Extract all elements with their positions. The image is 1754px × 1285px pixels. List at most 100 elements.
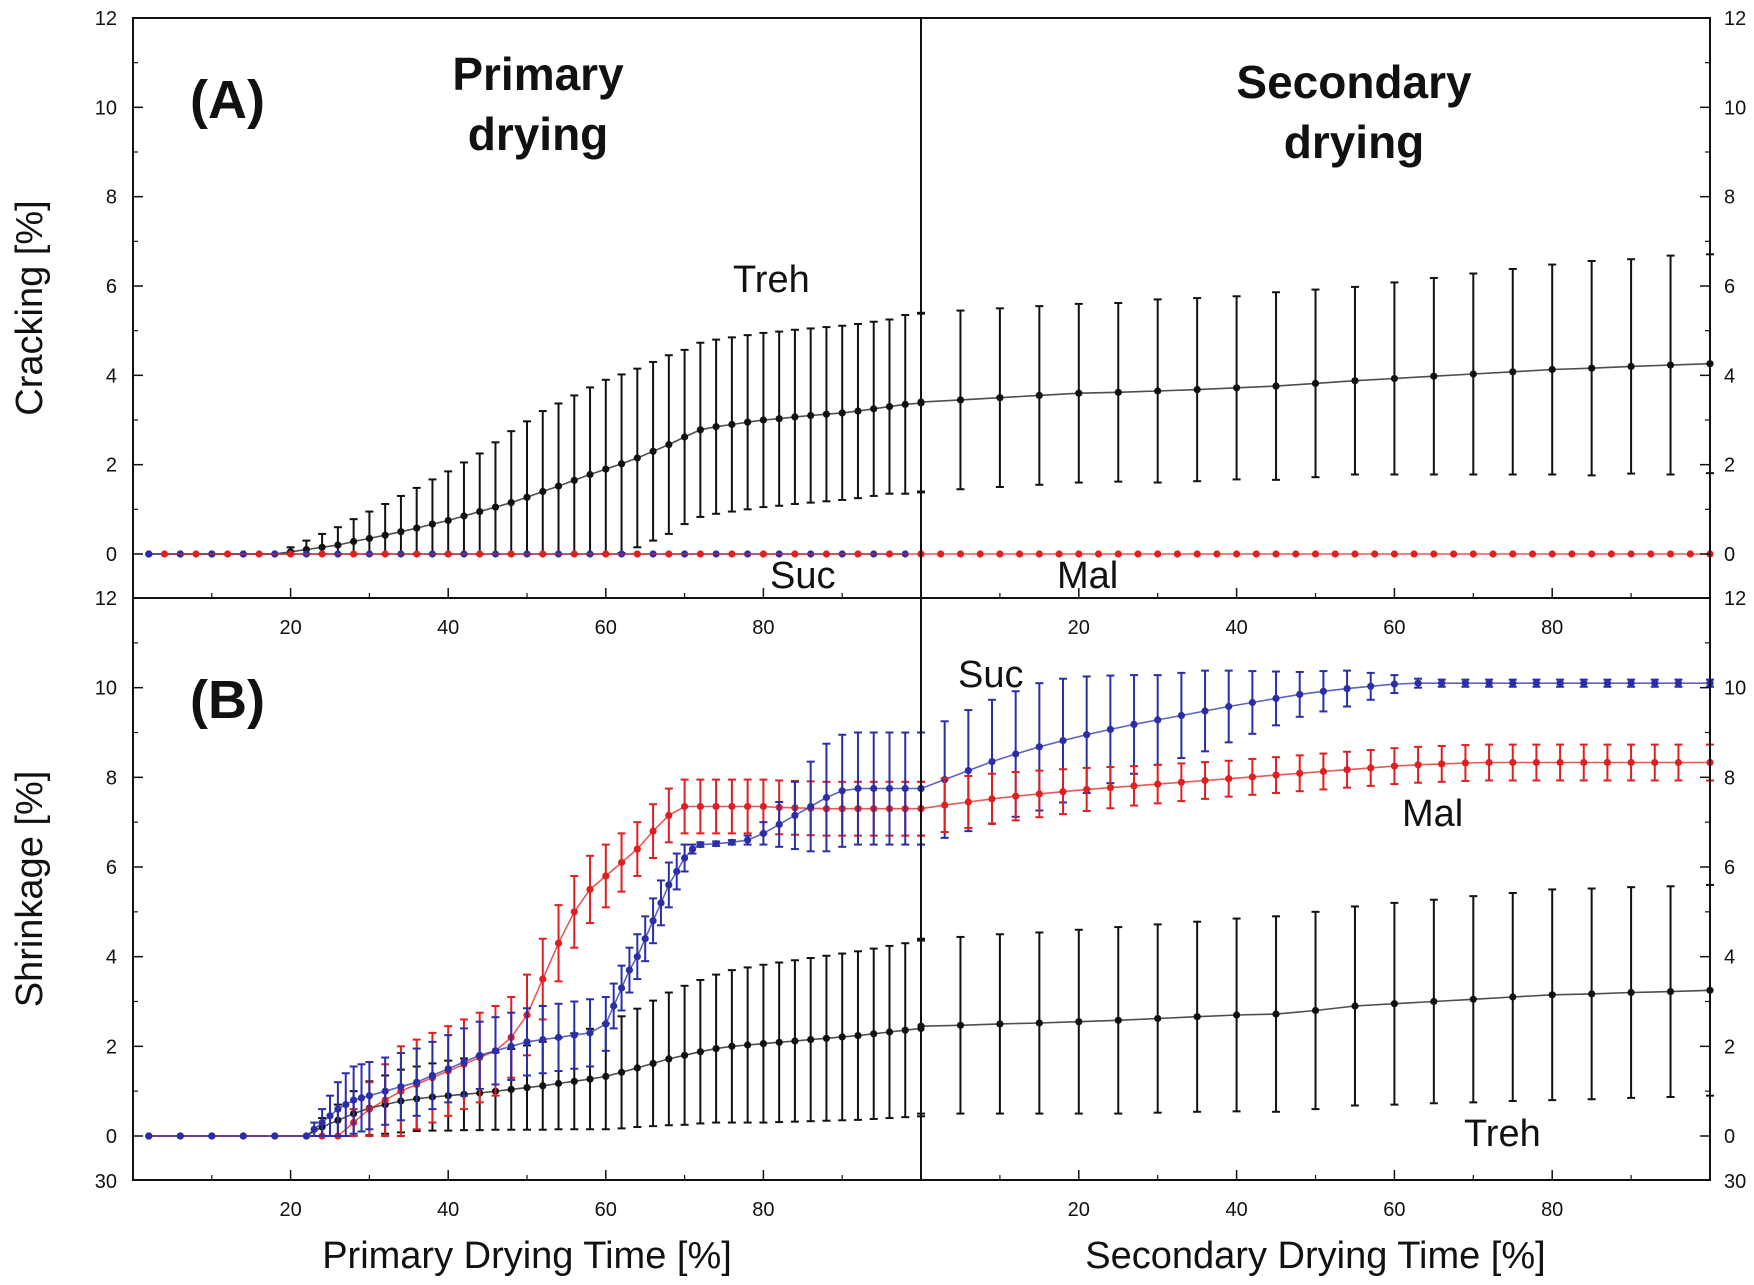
p0-secondary-treh-point bbox=[956, 396, 965, 404]
p0-secondary-mal-point bbox=[1666, 550, 1675, 558]
p1-secondary-suc-point bbox=[1083, 731, 1091, 739]
p1-primary-treh-point bbox=[665, 1055, 673, 1063]
p0-primary-treh-point bbox=[885, 403, 894, 411]
p1-secondary-suc-point bbox=[1414, 679, 1422, 687]
p0-primary-mal-point bbox=[476, 550, 484, 558]
panel-label: (B) bbox=[190, 670, 265, 730]
p0-secondary-mal-point bbox=[1055, 550, 1063, 558]
annotation-suc: Suc bbox=[770, 555, 835, 597]
y-tick-label-left: 0 bbox=[106, 544, 117, 566]
y-tick-label-right: 8 bbox=[1724, 187, 1735, 209]
p1-primary-suc-point bbox=[744, 836, 752, 844]
p0-secondary-mal-point bbox=[1430, 550, 1438, 558]
y-tick-label-left: 12 bbox=[95, 588, 117, 610]
p1-primary-mal-point bbox=[665, 811, 673, 820]
p1-primary-mal-point bbox=[554, 939, 563, 947]
p1-primary-treh-point bbox=[712, 1045, 720, 1053]
p1-primary-suc-point bbox=[334, 1105, 342, 1113]
p1-secondary-suc-point bbox=[1556, 679, 1564, 687]
p1-secondary-suc-point bbox=[1580, 679, 1588, 687]
p1-primary-treh-point bbox=[822, 1034, 831, 1042]
p1-primary-mal-point bbox=[618, 858, 626, 867]
p1-secondary-mal-point bbox=[1627, 758, 1635, 767]
p0-secondary-treh-point bbox=[1548, 365, 1556, 374]
p1-primary-treh-point bbox=[744, 1041, 752, 1049]
p1-secondary-suc-point bbox=[1390, 680, 1398, 688]
p0-secondary-treh-point bbox=[1272, 382, 1280, 390]
p0-secondary-mal-point bbox=[1450, 550, 1458, 558]
p1-primary-suc-point bbox=[145, 1132, 153, 1140]
p1-primary-treh-point bbox=[854, 1032, 862, 1040]
p1-secondary-suc-point bbox=[1012, 750, 1020, 758]
p1-primary-treh-point bbox=[681, 1051, 689, 1059]
p1-primary-suc-point bbox=[712, 840, 720, 848]
p1-primary-suc-point bbox=[397, 1083, 405, 1091]
p1-secondary-mal-point bbox=[1201, 776, 1209, 785]
p0-primary-treh-point bbox=[554, 482, 563, 490]
p1-primary-treh-point bbox=[870, 1030, 878, 1038]
p1-primary-suc-point bbox=[302, 1132, 310, 1140]
p0-primary-mal-point bbox=[350, 550, 358, 558]
p1-secondary-suc-point bbox=[1651, 679, 1659, 687]
x-tick-label: 60 bbox=[595, 617, 617, 639]
p1-secondary-mal-point bbox=[1343, 766, 1351, 774]
p1-secondary-suc-point bbox=[1509, 679, 1517, 687]
y-tick-label-right: 10 bbox=[1724, 97, 1746, 119]
p1-primary-treh-point bbox=[759, 1040, 768, 1048]
p1-primary-suc-point bbox=[665, 881, 673, 889]
y-tick-label-right: 0 bbox=[1724, 1126, 1735, 1148]
p1-primary-suc-point bbox=[460, 1058, 468, 1066]
p1-secondary-suc-point bbox=[988, 758, 996, 766]
p1-secondary-suc-point bbox=[1201, 707, 1209, 715]
p0-secondary-treh-point bbox=[1311, 379, 1320, 387]
p1-secondary-suc-point bbox=[1272, 694, 1280, 703]
p1-secondary-treh-point bbox=[1272, 1010, 1280, 1018]
p1-primary-treh-point bbox=[901, 1026, 909, 1034]
p0-primary-treh-point bbox=[444, 516, 452, 525]
p1-secondary-mal-point bbox=[1509, 758, 1517, 767]
p1-primary-treh-point bbox=[649, 1059, 657, 1067]
p1-secondary-suc-point bbox=[1130, 720, 1138, 729]
p1-secondary-treh-point bbox=[1548, 991, 1556, 999]
p1-primary-treh-point bbox=[618, 1068, 626, 1076]
y-tick-label-left: 10 bbox=[95, 678, 117, 700]
p0-primary-mal-point bbox=[696, 550, 705, 558]
y-tick-label-left: 8 bbox=[106, 187, 117, 209]
x-tick-label: 60 bbox=[1383, 617, 1405, 639]
p1-secondary-mal-point bbox=[1248, 773, 1256, 781]
p1-primary-suc-point bbox=[657, 899, 665, 907]
p1-secondary-suc-point bbox=[1296, 690, 1304, 699]
annotation-mal: Mal bbox=[1057, 555, 1118, 597]
annotation-treh: Treh bbox=[1464, 1113, 1541, 1155]
p0-secondary-mal-point bbox=[937, 550, 945, 558]
p0-primary-treh-point bbox=[397, 528, 405, 536]
p1-primary-suc-point bbox=[357, 1094, 366, 1102]
y-tick-label-right: 12 bbox=[1724, 588, 1746, 610]
p1-secondary-mal-point bbox=[941, 801, 949, 809]
p1-primary-treh-point bbox=[570, 1077, 578, 1085]
p0-primary-treh-point bbox=[350, 537, 358, 546]
p0-primary-treh-point bbox=[476, 508, 484, 516]
p0-primary-treh-point bbox=[381, 531, 389, 539]
p1-secondary-treh-point bbox=[1390, 1000, 1398, 1008]
p1-secondary-mal-point bbox=[1035, 790, 1043, 798]
p1-primary-suc-point bbox=[444, 1065, 452, 1073]
x-tick-label: 60 bbox=[595, 1199, 617, 1221]
p1-secondary-mal-point bbox=[1651, 758, 1659, 767]
p0-primary-mal-point bbox=[255, 550, 263, 558]
y-bottom-label-right: 30 bbox=[1724, 1171, 1746, 1193]
y-tick-label-left: 4 bbox=[106, 947, 117, 969]
p0-primary-treh-point bbox=[428, 520, 436, 528]
y-tick-label-left: 6 bbox=[106, 857, 117, 879]
p1-primary-suc-point bbox=[271, 1132, 279, 1140]
p1-primary-suc-point bbox=[602, 1020, 610, 1028]
p1-primary-suc-point bbox=[491, 1047, 500, 1055]
x-tick-label: 40 bbox=[1225, 617, 1247, 639]
p1-primary-treh-point bbox=[775, 1038, 783, 1046]
p1-primary-suc-point bbox=[838, 787, 846, 795]
p0-primary-mal-point bbox=[381, 550, 389, 558]
p1-primary-treh-point bbox=[523, 1084, 531, 1092]
p0-secondary-treh-point bbox=[1193, 386, 1201, 394]
p1-primary-suc-point bbox=[728, 838, 736, 846]
